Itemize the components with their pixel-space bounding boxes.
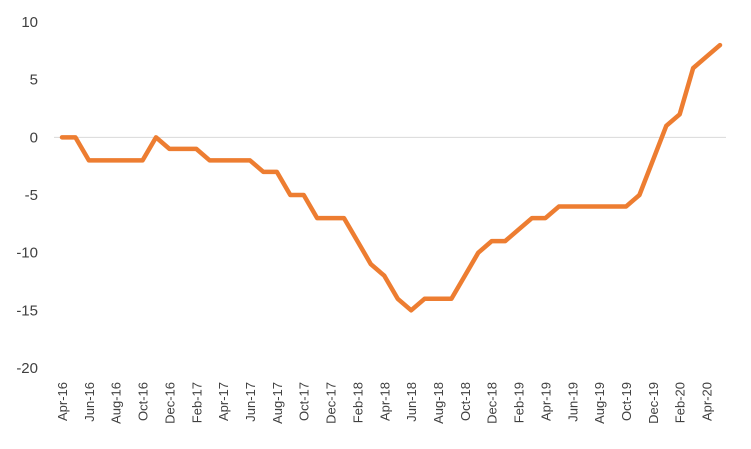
x-tick-label: Jun-18 [404, 382, 419, 422]
y-tick-label: -5 [25, 187, 38, 204]
series-line [59, 42, 723, 313]
y-tick-label: -10 [16, 245, 38, 262]
x-tick-label: Feb-19 [512, 382, 527, 423]
x-tick-label: Jun-19 [565, 382, 580, 422]
y-tick-label: -15 [16, 302, 38, 319]
x-axis: Apr-16 Jun-16 Aug-16 Oct-16 Dec-16 Feb-17 Apr-… [55, 382, 715, 424]
x-tick-label: Dec-17 [324, 382, 339, 424]
x-tick-label: Aug-19 [592, 382, 607, 424]
y-tick-label: 10 [21, 14, 38, 31]
x-tick-label: Dec-19 [646, 382, 661, 424]
y-tick-label: -20 [16, 360, 38, 377]
x-tick-label: Dec-16 [162, 382, 177, 424]
x-tick-label: Oct-16 [136, 382, 151, 421]
y-tick-label: 5 [30, 72, 38, 89]
x-tick-label: Apr-16 [55, 382, 70, 421]
x-tick-label: Aug-16 [109, 382, 124, 424]
x-tick-label: Feb-17 [189, 382, 204, 423]
x-tick-label: Oct-17 [297, 382, 312, 421]
x-tick-label: Feb-20 [673, 382, 688, 423]
x-tick-label: Aug-18 [431, 382, 446, 424]
x-tick-label: Oct-18 [458, 382, 473, 421]
x-tick-label: Apr-20 [700, 382, 715, 421]
x-tick-label: Oct-19 [619, 382, 634, 421]
y-axis: 10 5 0 -5 -10 -15 -20 [16, 14, 38, 377]
x-tick-label: Feb-18 [350, 382, 365, 423]
x-tick-label: Aug-17 [270, 382, 285, 424]
x-tick-label: Jun-17 [243, 382, 258, 422]
x-tick-label: Dec-18 [485, 382, 500, 424]
x-tick-label: Apr-19 [538, 382, 553, 421]
x-tick-label: Apr-17 [216, 382, 231, 421]
y-tick-label: 0 [30, 129, 38, 146]
x-tick-label: Jun-16 [82, 382, 97, 422]
x-tick-label: Apr-18 [377, 382, 392, 421]
